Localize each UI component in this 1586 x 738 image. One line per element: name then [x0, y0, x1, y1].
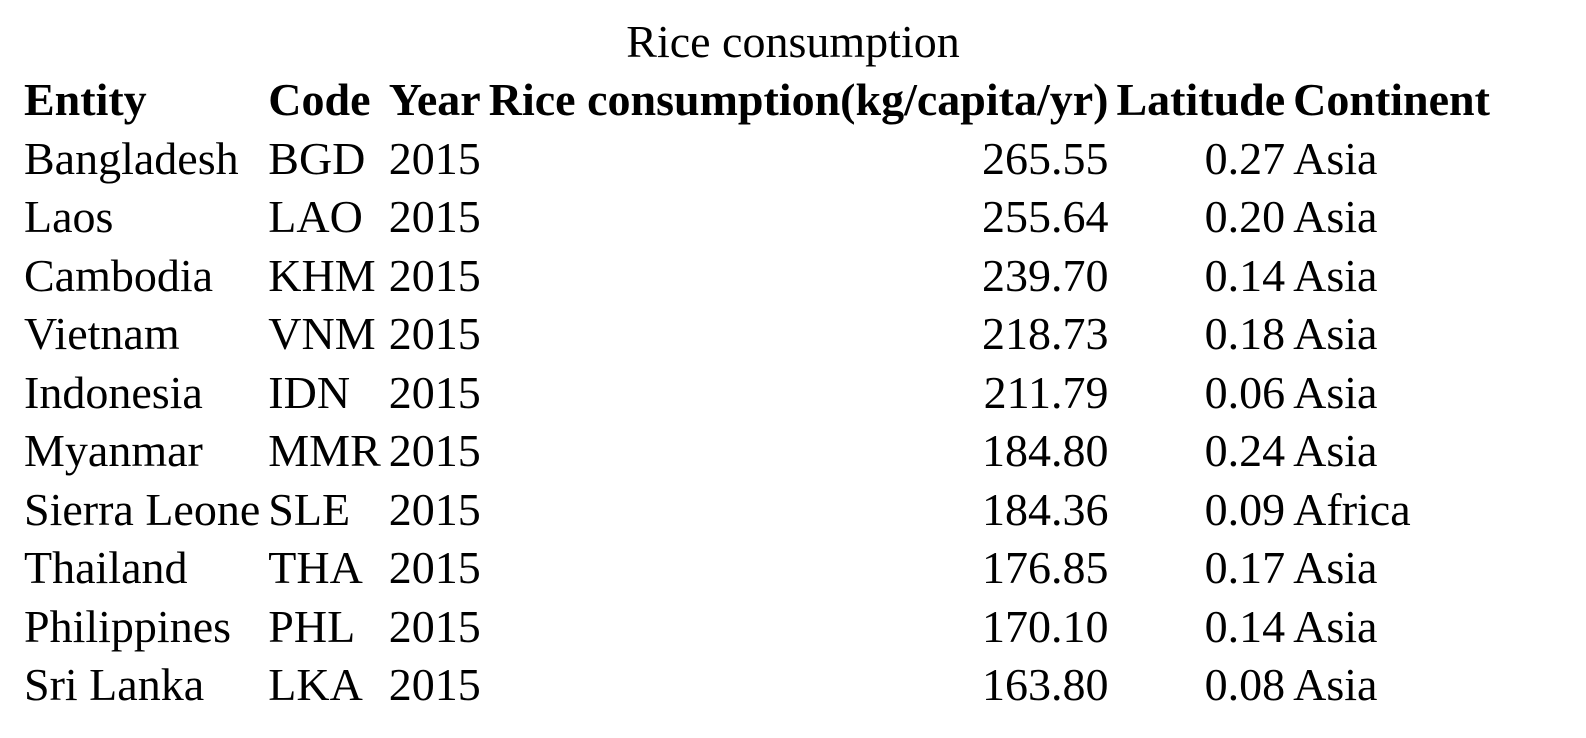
cell-rice-consumption: 265.55: [981, 132, 1109, 184]
cell-year: 2015: [388, 191, 481, 242]
cell-rice-consumption: 184.36: [981, 483, 1109, 535]
cell-latitude: 0.08: [1204, 659, 1286, 710]
table-row: Sri Lanka LKA 2015 163.80 0.08 Asia: [20, 656, 1494, 715]
cell-continent: Asia: [1293, 425, 1378, 476]
cell-latitude: 0.18: [1204, 308, 1286, 359]
cell-code: LAO: [268, 191, 363, 242]
cell-year: 2015: [388, 366, 481, 418]
cell-code: SLE: [268, 483, 351, 535]
cell-code: LKA: [268, 659, 363, 710]
table-title: Rice consumption: [626, 16, 960, 67]
cell-latitude: 0.24: [1204, 425, 1286, 476]
table-row: Laos LAO 2015 255.64 0.20 Asia: [20, 188, 1494, 247]
cell-year: 2015: [388, 132, 481, 184]
cell-entity: Laos: [24, 191, 114, 242]
cell-rice-consumption: 184.80: [981, 425, 1109, 476]
cell-rice-consumption: 218.73: [981, 308, 1109, 359]
cell-year: 2015: [388, 542, 481, 593]
cell-continent: Asia: [1293, 542, 1378, 593]
column-header-latitude: Latitude: [1116, 74, 1286, 125]
cell-latitude: 0.09: [1204, 483, 1286, 535]
cell-continent: Asia: [1293, 600, 1378, 652]
cell-year: 2015: [388, 659, 481, 710]
cell-entity: Philippines: [24, 600, 232, 652]
cell-latitude: 0.27: [1204, 132, 1286, 184]
table-row: Indonesia IDN 2015 211.79 0.06 Asia: [20, 364, 1494, 423]
cell-entity: Thailand: [24, 542, 188, 593]
cell-continent: Africa: [1293, 483, 1411, 535]
table-row: Thailand THA 2015 176.85 0.17 Asia: [20, 539, 1494, 598]
cell-continent: Asia: [1293, 191, 1378, 242]
cell-latitude: 0.20: [1204, 191, 1286, 242]
cell-year: 2015: [388, 600, 481, 652]
data-table: Entity Code Year Rice consumption(kg/capita…: [20, 71, 1494, 715]
table-row: Philippines PHL 2015 170.10 0.14 Asia: [20, 598, 1494, 657]
cell-code: KHM: [268, 249, 376, 301]
cell-latitude: 0.17: [1204, 542, 1286, 593]
cell-continent: Asia: [1293, 249, 1378, 301]
cell-continent: Asia: [1293, 366, 1378, 418]
cell-year: 2015: [388, 308, 481, 359]
cell-rice-consumption: 239.70: [981, 249, 1109, 301]
cell-rice-consumption: 163.80: [981, 659, 1109, 710]
column-header-continent: Continent: [1293, 74, 1490, 125]
cell-latitude: 0.14: [1204, 600, 1286, 652]
table-row: Myanmar MMR 2015 184.80 0.24 Asia: [20, 422, 1494, 481]
cell-entity: Cambodia: [24, 249, 214, 301]
table-row: Vietnam VNM 2015 218.73 0.18 Asia: [20, 305, 1494, 364]
cell-code: THA: [268, 542, 363, 593]
cell-code: IDN: [268, 366, 351, 418]
table-row: Cambodia KHM 2015 239.70 0.14 Asia: [20, 247, 1494, 306]
table-row: Sierra Leone SLE 2015 184.36 0.09 Africa: [20, 481, 1494, 540]
cell-entity: Indonesia: [24, 366, 203, 418]
cell-entity: Myanmar: [24, 425, 203, 476]
column-header-year: Year: [388, 74, 481, 125]
cell-continent: Asia: [1293, 308, 1378, 359]
cell-latitude: 0.14: [1204, 249, 1286, 301]
cell-latitude: 0.06: [1204, 366, 1286, 418]
table-row: Bangladesh BGD 2015 265.55 0.27 Asia: [20, 130, 1494, 189]
cell-entity: Sri Lanka: [24, 659, 205, 710]
cell-code: VNM: [268, 308, 376, 359]
cell-entity: Sierra Leone: [24, 483, 261, 535]
cell-code: PHL: [268, 600, 356, 652]
cell-year: 2015: [388, 483, 481, 535]
cell-rice-consumption: 170.10: [981, 600, 1109, 652]
cell-entity: Vietnam: [24, 308, 180, 359]
column-header-code: Code: [268, 74, 371, 125]
cell-rice-consumption: 176.85: [981, 542, 1109, 593]
cell-code: BGD: [268, 132, 366, 184]
column-header-rice-consumption: Rice consumption(kg/capita/yr): [488, 74, 1109, 125]
cell-code: MMR: [268, 425, 381, 476]
column-header-entity: Entity: [24, 74, 147, 125]
table-body: Bangladesh BGD 2015 265.55 0.27 Asia Laos LAO 20…: [20, 130, 1494, 715]
cell-rice-consumption: 211.79: [983, 366, 1109, 418]
cell-continent: Asia: [1293, 659, 1378, 710]
cell-continent: Asia: [1293, 132, 1378, 184]
cell-rice-consumption: 255.64: [981, 191, 1109, 242]
header-row: Entity Code Year Rice consumption(kg/capita…: [20, 71, 1494, 130]
cell-entity: Bangladesh: [24, 132, 239, 184]
cell-year: 2015: [388, 425, 481, 476]
cell-year: 2015: [388, 249, 481, 301]
